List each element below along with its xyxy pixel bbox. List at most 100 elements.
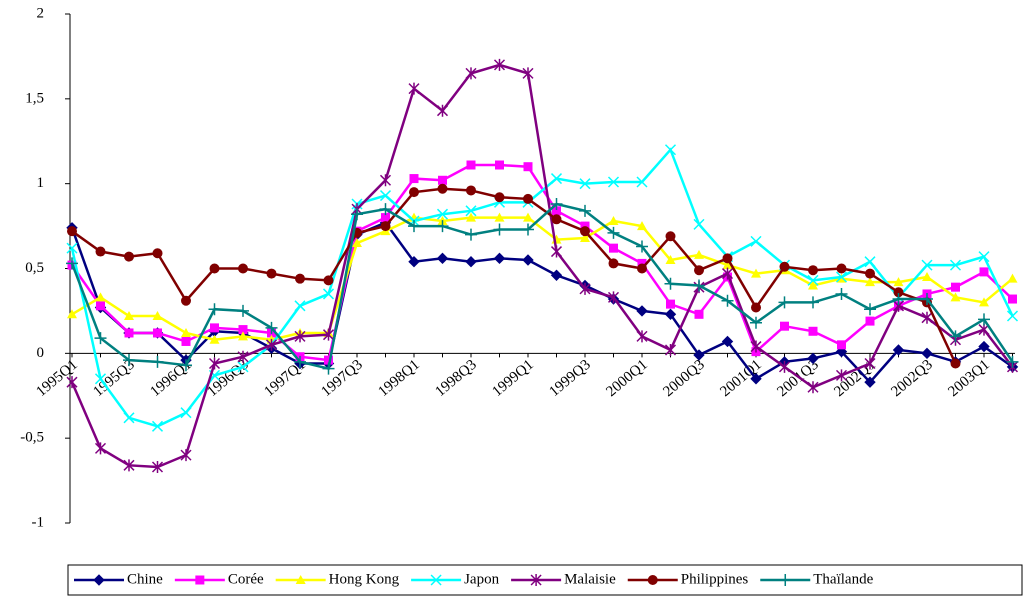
marker bbox=[807, 296, 819, 309]
marker bbox=[921, 293, 933, 306]
marker bbox=[666, 299, 675, 309]
y-tick-label: 0,5 bbox=[25, 260, 44, 276]
marker bbox=[66, 376, 78, 389]
marker bbox=[494, 192, 505, 203]
marker bbox=[637, 263, 647, 274]
marker bbox=[864, 303, 876, 316]
marker bbox=[436, 104, 449, 117]
marker bbox=[124, 311, 134, 321]
marker bbox=[721, 335, 734, 348]
marker bbox=[835, 369, 848, 382]
marker bbox=[123, 354, 135, 367]
marker bbox=[436, 220, 449, 233]
marker bbox=[151, 355, 164, 368]
marker bbox=[493, 223, 506, 236]
x-tick-label: 1998Q1 bbox=[375, 357, 422, 400]
legend-label: Hong Kong bbox=[329, 571, 400, 587]
marker bbox=[550, 198, 563, 211]
marker bbox=[209, 263, 220, 274]
marker bbox=[550, 245, 563, 258]
marker bbox=[124, 328, 134, 338]
legend-label: Philippines bbox=[681, 571, 749, 587]
marker bbox=[808, 280, 818, 290]
marker bbox=[466, 185, 476, 196]
legend-label: Japon bbox=[464, 571, 499, 587]
marker bbox=[66, 242, 78, 254]
marker bbox=[238, 263, 248, 274]
marker bbox=[750, 373, 762, 385]
marker bbox=[978, 340, 990, 353]
marker bbox=[837, 340, 846, 350]
series-line bbox=[71, 216, 1014, 342]
marker bbox=[181, 295, 191, 306]
marker bbox=[66, 257, 78, 270]
marker bbox=[465, 67, 477, 80]
marker bbox=[153, 328, 162, 338]
marker bbox=[295, 575, 306, 584]
marker bbox=[379, 203, 392, 216]
marker bbox=[409, 187, 419, 198]
marker bbox=[94, 442, 107, 455]
marker bbox=[294, 330, 306, 343]
marker bbox=[123, 412, 135, 424]
marker bbox=[438, 175, 447, 185]
marker bbox=[493, 58, 506, 71]
marker bbox=[949, 259, 962, 271]
marker bbox=[238, 325, 248, 335]
marker bbox=[180, 359, 192, 372]
marker bbox=[381, 213, 390, 223]
marker bbox=[552, 206, 561, 216]
marker bbox=[664, 277, 677, 290]
marker bbox=[322, 362, 335, 375]
marker bbox=[94, 332, 107, 345]
marker bbox=[979, 297, 989, 307]
marker bbox=[637, 221, 647, 231]
marker bbox=[579, 178, 591, 190]
marker bbox=[864, 357, 876, 370]
marker bbox=[152, 248, 163, 259]
marker bbox=[1006, 310, 1019, 322]
marker bbox=[181, 327, 191, 337]
marker bbox=[892, 344, 905, 356]
marker bbox=[922, 271, 932, 281]
series-line bbox=[70, 163, 1014, 362]
marker bbox=[664, 144, 677, 156]
marker bbox=[893, 287, 904, 298]
marker bbox=[607, 291, 620, 304]
marker bbox=[751, 302, 761, 313]
marker bbox=[322, 288, 335, 300]
x-tick-label: 1999Q3 bbox=[546, 357, 593, 400]
marker bbox=[95, 292, 106, 302]
marker bbox=[665, 255, 676, 265]
marker bbox=[151, 420, 164, 432]
marker bbox=[465, 228, 477, 241]
marker bbox=[721, 267, 734, 280]
marker bbox=[694, 309, 704, 319]
marker bbox=[465, 256, 477, 268]
marker bbox=[636, 305, 648, 317]
series-line bbox=[70, 221, 1014, 385]
marker bbox=[237, 361, 249, 373]
marker bbox=[607, 176, 620, 188]
marker bbox=[1006, 355, 1019, 368]
marker bbox=[324, 355, 333, 365]
series-line bbox=[70, 202, 1014, 371]
marker bbox=[1008, 294, 1017, 304]
marker bbox=[380, 221, 391, 232]
legend-label: Thaïlande bbox=[813, 571, 873, 587]
marker bbox=[579, 282, 591, 295]
marker bbox=[551, 214, 562, 225]
series-line bbox=[70, 147, 1014, 428]
marker bbox=[580, 226, 590, 237]
marker bbox=[647, 575, 658, 585]
marker bbox=[807, 381, 819, 394]
marker bbox=[694, 249, 704, 259]
marker bbox=[522, 223, 534, 236]
marker bbox=[495, 160, 504, 170]
marker bbox=[210, 323, 219, 333]
marker bbox=[664, 308, 677, 321]
marker bbox=[94, 373, 107, 385]
marker bbox=[237, 350, 249, 363]
marker bbox=[96, 301, 105, 311]
